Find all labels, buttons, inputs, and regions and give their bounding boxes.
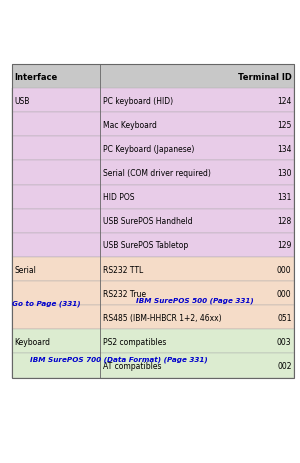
Text: PC keyboard (HID): PC keyboard (HID) <box>103 96 173 106</box>
Text: 003: 003 <box>277 337 292 346</box>
Text: 000: 000 <box>277 265 292 274</box>
Bar <box>12 65 294 378</box>
Text: RS232 TTL: RS232 TTL <box>103 265 143 274</box>
Bar <box>12 161 294 185</box>
Bar <box>12 354 294 378</box>
Bar <box>12 282 294 306</box>
Text: PS2 compatibles: PS2 compatibles <box>103 337 166 346</box>
Text: 128: 128 <box>277 217 292 226</box>
Text: Keyboard: Keyboard <box>14 337 50 346</box>
Text: IBM SurePOS 500 (Page 331): IBM SurePOS 500 (Page 331) <box>136 297 254 303</box>
Text: 051: 051 <box>277 313 292 322</box>
Text: Serial (COM driver required): Serial (COM driver required) <box>103 169 211 178</box>
Bar <box>12 306 294 330</box>
Text: USB: USB <box>14 96 30 106</box>
Bar <box>12 89 294 113</box>
Text: 130: 130 <box>277 169 292 178</box>
Text: 000: 000 <box>277 289 292 298</box>
Bar <box>12 233 294 257</box>
Text: 129: 129 <box>277 241 292 250</box>
Text: RS232 True: RS232 True <box>103 289 146 298</box>
Bar <box>12 113 294 137</box>
Text: 125: 125 <box>277 120 292 130</box>
Text: PC Keyboard (Japanese): PC Keyboard (Japanese) <box>103 144 194 154</box>
Text: IBM SurePOS 700 (Data Format) (Page 331): IBM SurePOS 700 (Data Format) (Page 331) <box>30 356 207 362</box>
Text: HID POS: HID POS <box>103 193 134 202</box>
Bar <box>12 330 294 354</box>
Text: USB SurePOS Tabletop: USB SurePOS Tabletop <box>103 241 188 250</box>
Text: Terminal ID: Terminal ID <box>238 72 292 81</box>
Text: Serial: Serial <box>14 265 36 274</box>
Text: Go to Page (331): Go to Page (331) <box>12 300 81 307</box>
Text: 134: 134 <box>277 144 292 154</box>
Text: Mac Keyboard: Mac Keyboard <box>103 120 157 130</box>
Text: Interface: Interface <box>14 72 58 81</box>
Text: USB SurePOS Handheld: USB SurePOS Handheld <box>103 217 193 226</box>
Text: 124: 124 <box>277 96 292 106</box>
Bar <box>12 185 294 209</box>
Text: 131: 131 <box>277 193 292 202</box>
Text: 002: 002 <box>277 361 292 370</box>
Bar <box>12 209 294 233</box>
Bar <box>12 65 294 89</box>
Bar <box>12 257 294 282</box>
Text: RS485 (IBM-HHBCR 1+2, 46xx): RS485 (IBM-HHBCR 1+2, 46xx) <box>103 313 221 322</box>
Text: AT compatibles: AT compatibles <box>103 361 161 370</box>
Bar <box>12 137 294 161</box>
